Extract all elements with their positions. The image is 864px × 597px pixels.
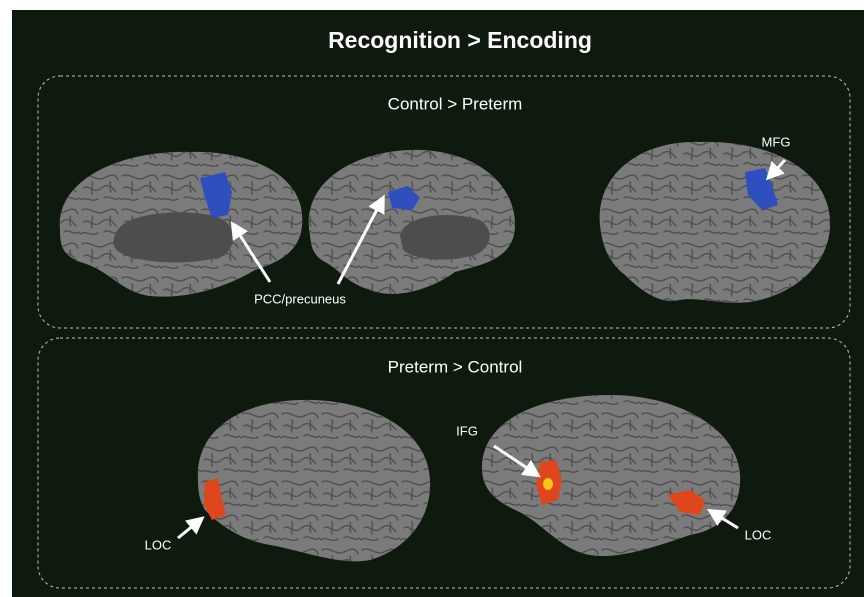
figure: Recognition > Encoding Control > Preterm… (0, 0, 864, 597)
brain-lateral (600, 142, 830, 303)
region-label: LOC (745, 527, 772, 542)
region-label: IFG (456, 423, 478, 438)
panel-title: Control > Preterm (388, 94, 523, 113)
region-label: LOC (145, 537, 172, 552)
figure-title: Recognition > Encoding (328, 27, 592, 53)
region-label: PCC/precuneus (254, 291, 346, 306)
panel-title: Preterm > Control (388, 357, 523, 376)
region-label: MFG (762, 134, 791, 149)
